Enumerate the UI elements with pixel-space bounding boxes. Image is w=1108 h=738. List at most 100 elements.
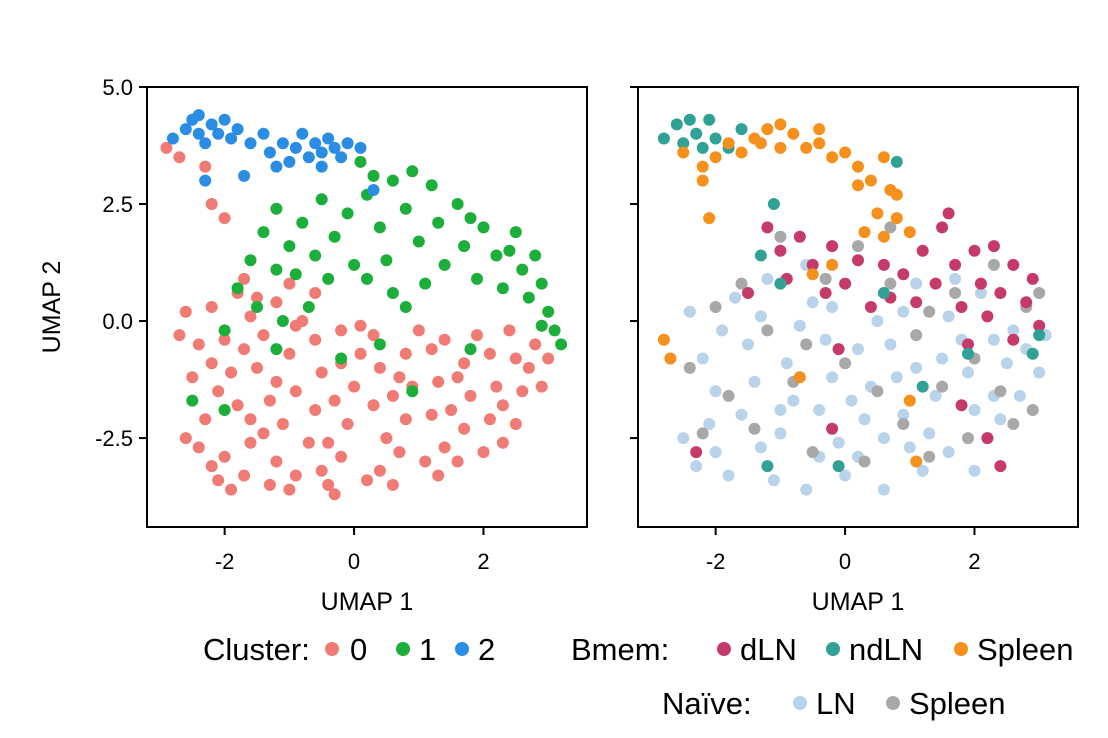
left-point-1-30 [516, 263, 529, 276]
right-point-4-1 [696, 160, 709, 173]
right-scatter-points [657, 113, 1052, 496]
left-point-1-19 [412, 235, 425, 248]
right-point-0-68 [774, 404, 787, 416]
left-point-0-36 [328, 488, 341, 501]
right-point-4-22 [774, 118, 787, 131]
right-point-0-9 [735, 408, 748, 421]
left-point-0-84 [302, 436, 315, 449]
left-point-0-68 [516, 385, 529, 398]
left-y-tick-label-2: 2.5 [102, 192, 133, 217]
right-point-0-54 [974, 287, 987, 299]
left-point-0-14 [225, 366, 238, 379]
right-point-2-12 [897, 268, 910, 281]
left-point-0-12 [244, 436, 257, 449]
left-point-1-15 [367, 169, 380, 182]
left-point-1-57 [361, 272, 373, 285]
right-point-0-8 [748, 375, 761, 388]
left-point-0-93 [419, 455, 432, 468]
left-point-0-45 [380, 432, 393, 445]
bmem-ndln-marker [826, 642, 840, 656]
left-point-2-29 [238, 169, 251, 182]
left-point-1-14 [386, 287, 399, 299]
left-point-1-53 [464, 212, 477, 225]
left-point-0-2 [192, 338, 205, 351]
left-point-0-39 [348, 380, 361, 393]
left-point-1-7 [322, 272, 335, 285]
left-point-0-8 [212, 474, 225, 487]
left-point-1-4 [283, 240, 296, 253]
bmem-dln-label: dLN [740, 632, 797, 667]
left-y-tick-label-1: 0.0 [102, 309, 133, 334]
right-point-3-15 [916, 380, 929, 393]
naive-ln-marker [793, 696, 807, 710]
left-point-1-36 [555, 338, 568, 351]
bmem-spleen-marker [954, 642, 968, 656]
right-point-0-41 [1000, 357, 1013, 370]
right-point-4-26 [826, 258, 839, 271]
right-point-2-31 [832, 343, 845, 356]
right-point-0-37 [962, 366, 974, 379]
right-point-0-50 [761, 272, 774, 285]
left-point-0-100 [393, 371, 406, 384]
right-point-1-16 [923, 450, 936, 463]
right-point-0-13 [787, 394, 800, 407]
right-point-1-2 [722, 389, 735, 402]
left-point-0-35 [315, 464, 328, 477]
right-point-2-17 [949, 258, 962, 271]
left-point-1-42 [186, 394, 199, 407]
right-point-3-18 [962, 347, 974, 360]
left-point-0-13 [231, 399, 244, 412]
left-point-2-5 [192, 109, 205, 122]
right-plot-frame [637, 86, 1079, 528]
right-point-2-22 [994, 287, 1007, 299]
right-point-2-37 [742, 287, 754, 299]
left-point-1-52 [425, 179, 438, 192]
left-point-0-97 [354, 319, 367, 332]
left-point-0-94 [205, 357, 218, 370]
left-point-0-15 [218, 333, 231, 346]
left-point-0-79 [218, 212, 231, 225]
right-point-3-11 [774, 277, 787, 290]
left-point-0-83 [309, 287, 322, 299]
right-point-2-30 [942, 207, 955, 220]
left-point-0-20 [251, 361, 263, 374]
right-point-1-1 [709, 301, 722, 313]
right-point-1-29 [923, 305, 936, 318]
right-x-tick-label-1: 0 [839, 549, 851, 574]
right-point-1-17 [936, 380, 949, 393]
right-point-2-7 [839, 277, 852, 290]
cluster-1-marker [396, 642, 410, 656]
right-point-0-5 [716, 324, 729, 337]
right-point-1-11 [858, 455, 871, 468]
right-point-0-28 [890, 371, 903, 384]
left-point-0-34 [322, 436, 335, 449]
left-point-1-55 [289, 268, 302, 281]
left-point-0-104 [322, 478, 335, 491]
left-point-2-24 [341, 137, 354, 150]
right-point-0-15 [793, 319, 806, 332]
left-point-1-49 [315, 193, 328, 206]
left-panel: -2 0 2 -2.5 0.0 2.5 5.0 UMAP 1 UMAP 2 [38, 75, 588, 616]
right-point-0-60 [826, 301, 839, 313]
left-point-1-13 [380, 254, 393, 267]
right-point-4-14 [864, 174, 877, 187]
right-point-1-21 [987, 258, 1000, 271]
right-point-1-7 [806, 446, 819, 459]
left-point-0-57 [432, 469, 445, 482]
left-y-tick-label-3: 5.0 [102, 75, 133, 100]
right-point-1-14 [897, 418, 910, 430]
left-point-0-0 [173, 329, 186, 342]
left-point-0-24 [283, 483, 296, 496]
right-point-1-30 [1026, 404, 1039, 416]
right-point-0-1 [690, 460, 703, 473]
left-point-2-12 [257, 127, 270, 140]
left-point-0-102 [496, 399, 509, 412]
left-point-0-77 [199, 160, 212, 173]
right-point-2-24 [1020, 296, 1033, 309]
right-point-3-20 [1026, 347, 1039, 360]
left-point-1-9 [341, 207, 354, 220]
left-point-0-72 [529, 338, 542, 351]
right-point-4-15 [877, 151, 890, 164]
right-point-1-18 [949, 287, 962, 299]
right-point-0-35 [942, 310, 955, 323]
